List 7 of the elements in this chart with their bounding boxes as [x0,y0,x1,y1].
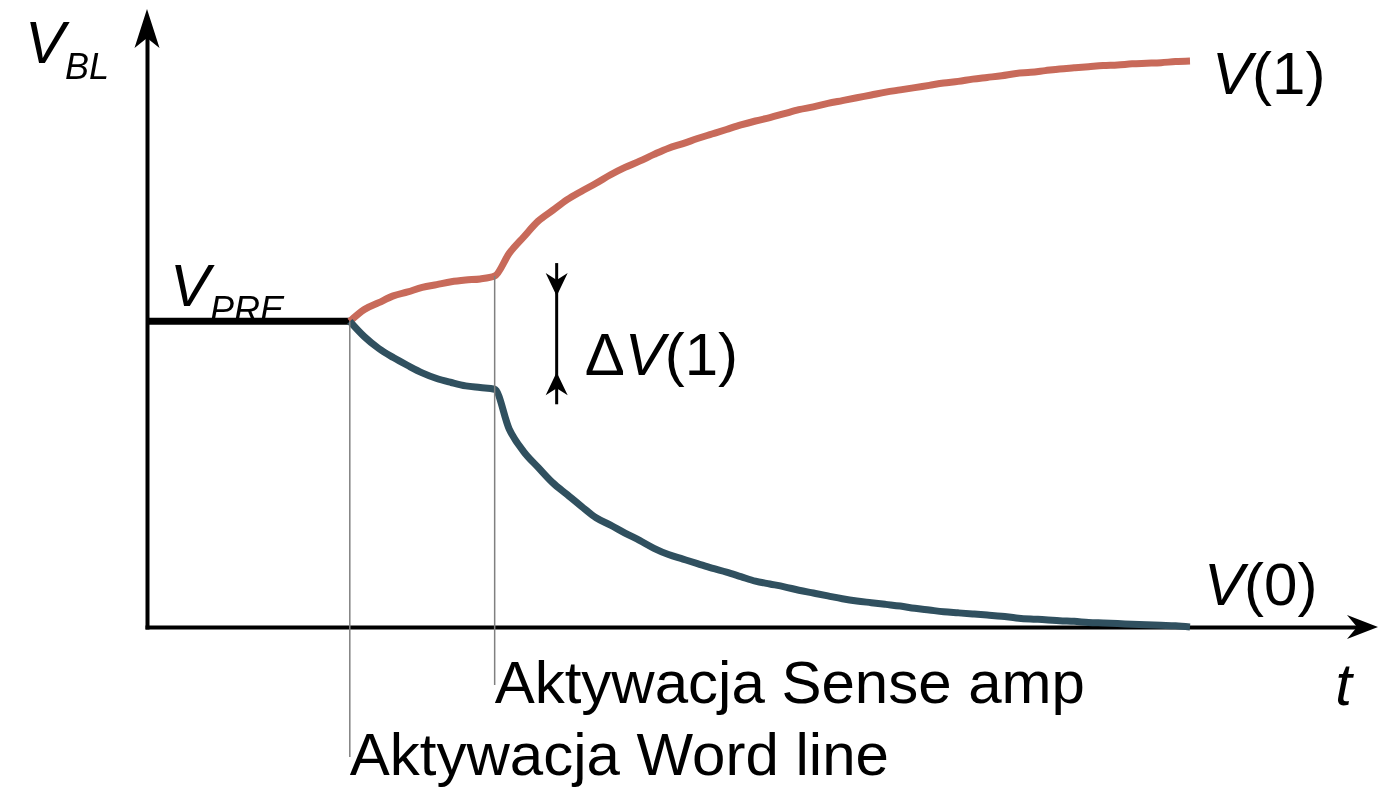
annotation: ΔV(1) [584,320,739,388]
series-label: V(0) [1204,551,1318,618]
text: Aktywacja Sense amp [494,649,1085,716]
x-axis-title: t [1335,651,1355,718]
series-label: V(1) [1212,40,1326,107]
y-axis-title: V$_{BL}$ [24,9,109,88]
text: Aktywacja Word line [349,721,889,788]
